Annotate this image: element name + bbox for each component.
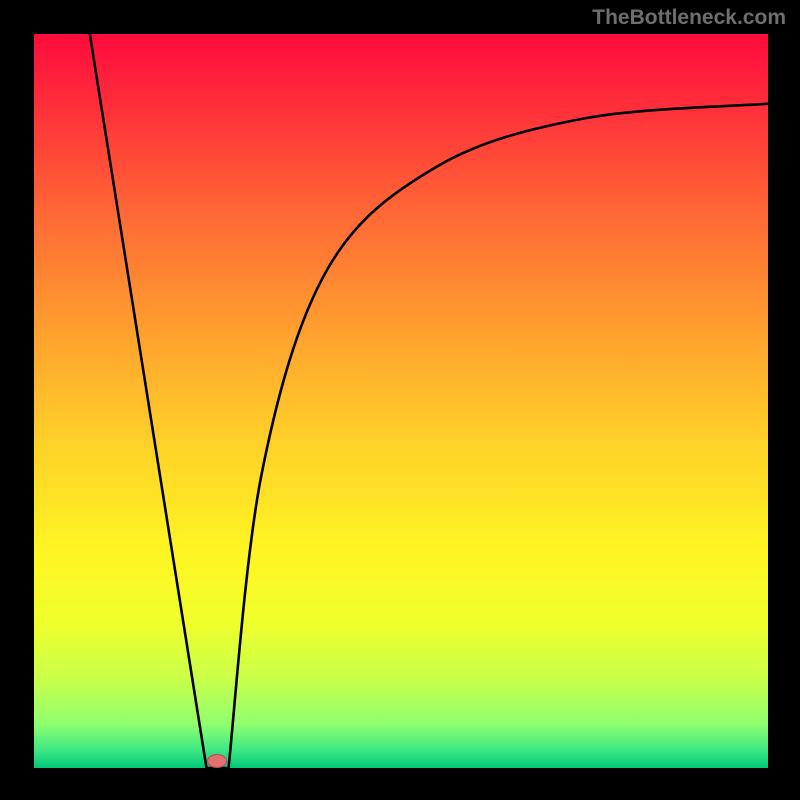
plot-area: [34, 34, 768, 768]
bottleneck-curve: [90, 34, 768, 768]
attribution-watermark: TheBottleneck.com: [592, 6, 786, 30]
current-point-marker: [207, 754, 227, 768]
plot-svg: [34, 34, 768, 768]
